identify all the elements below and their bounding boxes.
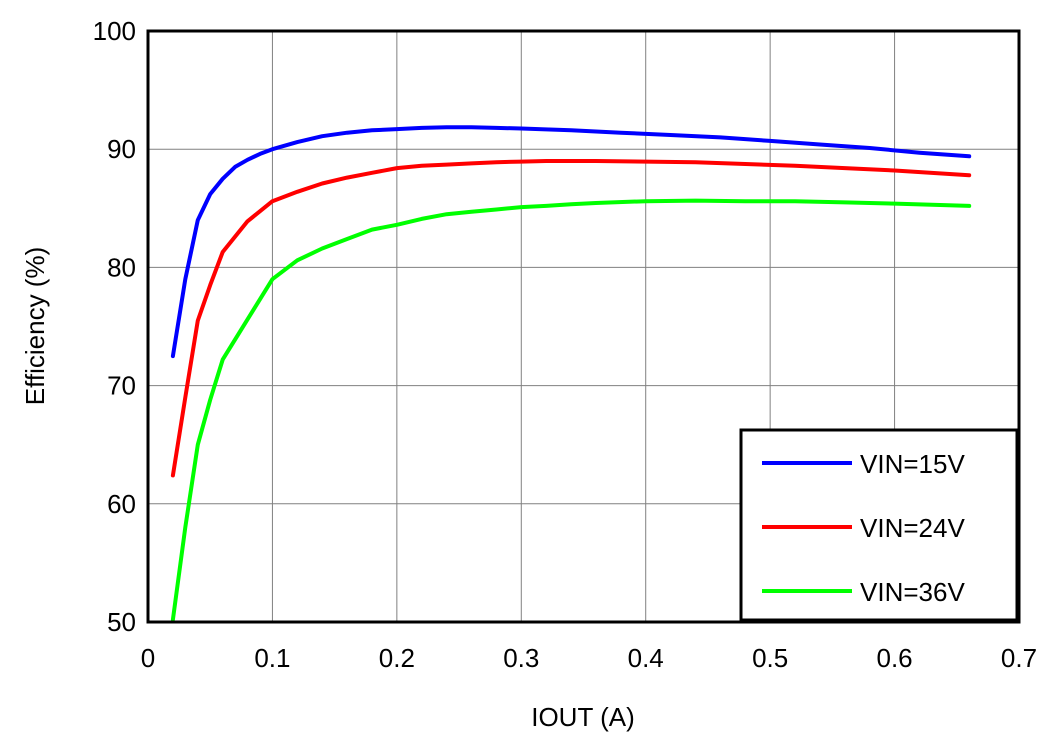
x-tick-label: 0.2 xyxy=(379,643,415,673)
x-tick-label: 0.5 xyxy=(752,643,788,673)
y-tick-label: 90 xyxy=(107,134,136,164)
y-tick-label: 100 xyxy=(93,16,136,46)
series-layer xyxy=(170,125,972,622)
y-tick-label: 60 xyxy=(107,489,136,519)
y-tick-label: 50 xyxy=(107,607,136,637)
legend-label-vin-24v: VIN=24V xyxy=(860,513,965,543)
plot-frame xyxy=(146,29,1021,624)
legend: VIN=15V VIN=24V VIN=36V xyxy=(739,428,1019,622)
legend-label-vin-36v: VIN=36V xyxy=(860,577,965,607)
x-axis-title: IOUT (A) xyxy=(531,702,635,732)
series-line-vin-36v xyxy=(170,198,972,622)
x-tick-label: 0 xyxy=(141,643,155,673)
x-tick-label: 0.3 xyxy=(503,643,539,673)
series-line-vin-24v xyxy=(170,159,972,478)
x-tick-label: 0.4 xyxy=(628,643,664,673)
y-axis-title: Efficiency (%) xyxy=(20,247,50,405)
y-tick-label: 70 xyxy=(107,371,136,401)
series-line-vin-15v xyxy=(170,125,972,359)
x-tick-label: 0.1 xyxy=(254,643,290,673)
y-tick-labels: 50 60 70 80 90 100 xyxy=(93,16,136,637)
x-tick-label: 0.6 xyxy=(876,643,912,673)
y-tick-label: 80 xyxy=(107,252,136,282)
x-tick-label: 0.7 xyxy=(1001,643,1037,673)
legend-label-vin-15v: VIN=15V xyxy=(860,449,965,479)
x-tick-labels: 0 0.1 0.2 0.3 0.4 0.5 0.6 0.7 xyxy=(141,643,1037,673)
